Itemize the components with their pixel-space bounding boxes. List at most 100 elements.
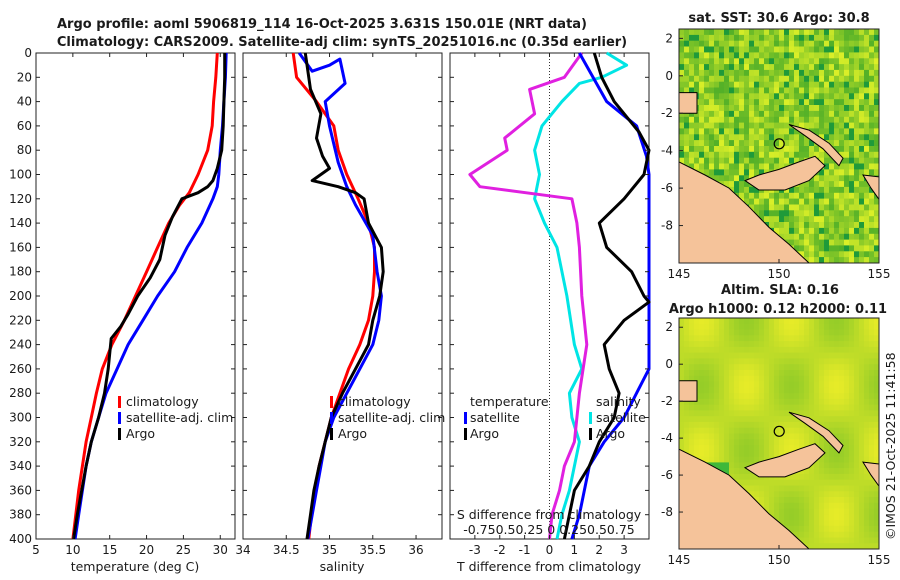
heatmap-cell	[854, 251, 860, 258]
heatmap-cell	[849, 192, 855, 200]
heatmap-cell	[819, 181, 825, 188]
heatmap-cell	[769, 485, 775, 492]
heatmap-cell	[749, 34, 755, 42]
heatmap-cell	[829, 105, 835, 112]
heatmap-cell	[859, 186, 865, 194]
heatmap-cell	[834, 323, 840, 330]
heatmap-cell	[874, 520, 879, 527]
heatmap-cell	[714, 410, 720, 417]
heatmap-cell	[729, 181, 735, 188]
heatmap-cell	[844, 375, 850, 382]
heatmap-cell	[809, 329, 815, 336]
heatmap-cell	[724, 29, 730, 36]
heatmap-cell	[749, 341, 755, 348]
map-y-tick-label: -4	[661, 431, 673, 445]
heatmap-cell	[814, 381, 820, 388]
heatmap-cell	[839, 537, 845, 544]
heatmap-cell	[779, 46, 785, 53]
heatmap-cell	[779, 450, 785, 457]
heatmap-cell	[704, 450, 710, 457]
heatmap-cell	[749, 318, 755, 325]
heatmap-cell	[869, 87, 875, 94]
heatmap-cell	[679, 445, 685, 452]
heatmap-cell	[779, 485, 785, 492]
heatmap-cell	[834, 169, 840, 176]
heatmap-cell	[789, 341, 795, 348]
heatmap-cell	[854, 479, 860, 486]
heatmap-cell	[824, 531, 830, 538]
heatmap-cell	[839, 257, 845, 263]
heatmap-cell	[764, 352, 770, 359]
heatmap-cell	[744, 398, 750, 406]
heatmap-cell	[829, 398, 835, 406]
heatmap-cell	[819, 456, 825, 463]
heatmap-cell	[789, 364, 795, 371]
heatmap-cell	[854, 146, 860, 153]
heatmap-cell	[799, 216, 805, 223]
y-tick-label: 100	[9, 168, 32, 182]
heatmap-cell	[704, 58, 710, 65]
heatmap-cell	[719, 381, 725, 388]
heatmap-cell	[739, 346, 745, 354]
heatmap-cell	[859, 381, 865, 388]
heatmap-cell	[769, 335, 775, 342]
heatmap-cell	[859, 491, 865, 498]
heatmap-cell	[834, 75, 840, 83]
heatmap-cell	[799, 34, 805, 42]
heatmap-cell	[699, 358, 705, 365]
heatmap-cell	[714, 427, 720, 434]
heatmap-cell	[774, 421, 780, 429]
heatmap-cell	[859, 416, 865, 423]
heatmap-cell	[869, 34, 875, 42]
heatmap-cell	[784, 69, 790, 77]
x-tick-label: 34	[235, 543, 250, 557]
heatmap-cell	[814, 439, 820, 446]
heatmap-cell	[784, 421, 790, 429]
heatmap-cell	[779, 341, 785, 348]
heatmap-cell	[859, 64, 865, 71]
heatmap-cell	[774, 75, 780, 83]
heatmap-cell	[704, 398, 710, 406]
heatmap-cell	[809, 439, 815, 446]
heatmap-cell	[839, 186, 845, 194]
heatmap-cell	[834, 105, 840, 112]
heatmap-cell	[719, 99, 725, 106]
heatmap-cell	[864, 239, 870, 246]
heatmap-cell	[814, 222, 820, 229]
heatmap-cell	[874, 69, 879, 77]
heatmap-cell	[874, 346, 879, 354]
heatmap-cell	[829, 204, 835, 211]
heatmap-cell	[779, 370, 785, 377]
heatmap-cell	[794, 64, 800, 71]
heatmap-cell	[804, 473, 810, 481]
heatmap-cell	[864, 186, 870, 194]
heatmap-cell	[784, 46, 790, 53]
heatmap-cell	[844, 181, 850, 188]
legend-swatch-argo	[330, 428, 333, 440]
heatmap-cell	[694, 75, 700, 83]
heatmap-cell	[784, 370, 790, 377]
heatmap-cell	[804, 81, 810, 88]
heatmap-cell	[679, 404, 685, 411]
heatmap-cell	[854, 370, 860, 377]
heatmap-cell	[814, 352, 820, 359]
heatmap-cell	[819, 75, 825, 83]
heatmap-cell	[839, 375, 845, 382]
heatmap-cell	[839, 543, 845, 549]
heatmap-cell	[724, 181, 730, 188]
heatmap-cell	[789, 473, 795, 481]
legend-climatology: climatology	[338, 394, 411, 409]
heatmap-cell	[814, 485, 820, 492]
heatmap-cell	[714, 433, 720, 440]
heatmap-cell	[714, 81, 720, 88]
heatmap-cell	[784, 352, 790, 359]
heatmap-cell	[794, 346, 800, 354]
heatmap-cell	[769, 192, 775, 200]
heatmap-cell	[714, 116, 720, 124]
heatmap-cell	[719, 445, 725, 452]
heatmap-cell	[789, 381, 795, 388]
heatmap-cell	[824, 497, 830, 504]
heatmap-cell	[744, 404, 750, 411]
heatmap-cell	[784, 134, 790, 141]
heatmap-cell	[734, 370, 740, 377]
